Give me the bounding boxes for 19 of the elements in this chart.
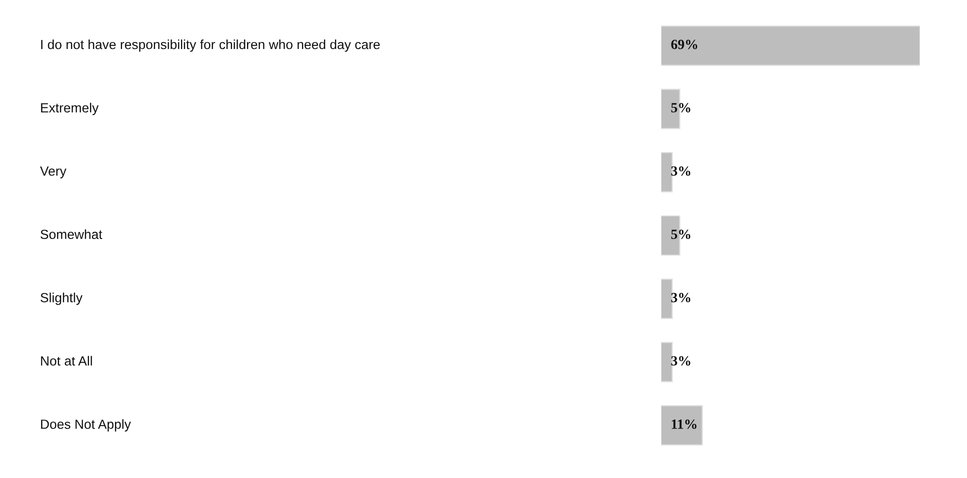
bar [661, 342, 673, 382]
y-tick-label: I do not have responsibility for children who need day care [41, 39, 380, 52]
data-label: 3% [671, 356, 690, 366]
data-label: 5% [671, 103, 690, 112]
data-label: 11% [672, 419, 696, 429]
data-label: 3% [671, 166, 690, 176]
bar [661, 405, 703, 446]
y-tick-label: Not at All [41, 356, 92, 366]
bar [661, 278, 673, 319]
data-label: 5% [671, 230, 690, 240]
bar [661, 152, 673, 192]
data-label: 3% [671, 292, 690, 302]
y-tick-label: Extremely [41, 102, 99, 116]
y-tick-label: Does Not Apply [41, 419, 131, 432]
y-tick-label: Very [40, 166, 66, 178]
data-label: 69% [671, 40, 698, 50]
y-tick-label: Somewhat [40, 229, 102, 240]
y-tick-label: Slightly [40, 292, 83, 305]
bar [661, 25, 920, 66]
